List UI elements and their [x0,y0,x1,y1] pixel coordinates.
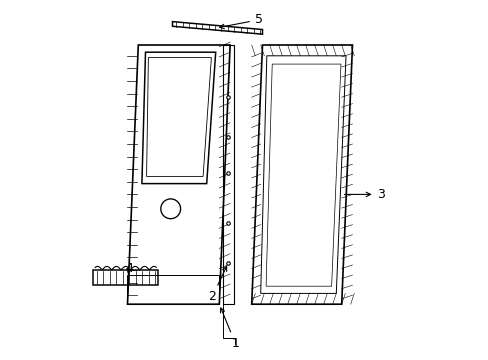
Text: 3: 3 [344,188,385,201]
Bar [223,45,233,304]
Text: 4: 4 [125,262,133,275]
Text: 1: 1 [220,308,239,350]
Text: 2: 2 [208,266,226,303]
Text: 5: 5 [219,13,263,29]
